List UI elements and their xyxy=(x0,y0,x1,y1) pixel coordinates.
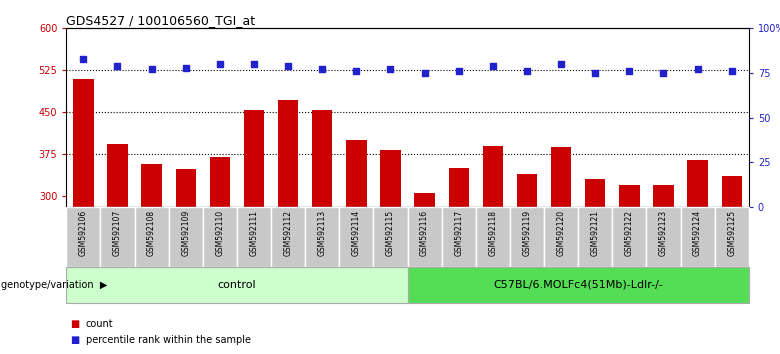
Point xyxy=(521,68,534,74)
Bar xyxy=(210,158,230,354)
Bar xyxy=(516,173,537,354)
Text: GSM592110: GSM592110 xyxy=(215,210,225,256)
Text: GSM592112: GSM592112 xyxy=(284,210,292,256)
Bar xyxy=(374,207,407,267)
Text: GSM592119: GSM592119 xyxy=(523,210,531,256)
Text: GSM592113: GSM592113 xyxy=(317,210,327,256)
Bar xyxy=(66,267,407,303)
Text: GSM592121: GSM592121 xyxy=(590,210,600,256)
Text: GSM592123: GSM592123 xyxy=(659,210,668,256)
Bar xyxy=(346,140,367,354)
Bar xyxy=(654,185,674,354)
Point xyxy=(179,65,192,70)
Bar xyxy=(271,207,305,267)
Bar xyxy=(203,207,237,267)
Text: percentile rank within the sample: percentile rank within the sample xyxy=(86,335,251,345)
Bar xyxy=(101,207,135,267)
Text: GSM592115: GSM592115 xyxy=(386,210,395,256)
Text: GSM592106: GSM592106 xyxy=(79,210,88,256)
Bar xyxy=(722,176,742,354)
Point xyxy=(77,56,90,62)
Point xyxy=(282,63,294,69)
Text: genotype/variation  ▶: genotype/variation ▶ xyxy=(1,280,107,290)
Bar xyxy=(585,179,605,354)
Text: count: count xyxy=(86,319,113,329)
Bar xyxy=(483,145,503,354)
Point xyxy=(145,67,158,72)
Text: control: control xyxy=(218,280,257,290)
Bar xyxy=(476,207,510,267)
Bar xyxy=(544,207,578,267)
Bar xyxy=(407,267,749,303)
Bar xyxy=(578,207,612,267)
Bar xyxy=(73,79,94,354)
Bar xyxy=(176,169,196,354)
Bar xyxy=(448,168,469,354)
Bar xyxy=(108,144,128,354)
Bar xyxy=(687,160,708,354)
Bar xyxy=(381,149,401,354)
Text: GSM592124: GSM592124 xyxy=(693,210,702,256)
Point xyxy=(555,61,567,67)
Point xyxy=(214,61,226,67)
Point xyxy=(725,68,738,74)
Bar xyxy=(305,207,339,267)
Bar xyxy=(612,207,647,267)
Bar xyxy=(441,207,476,267)
Bar xyxy=(66,207,101,267)
Point xyxy=(589,70,601,76)
Point xyxy=(112,63,124,69)
Text: GSM592116: GSM592116 xyxy=(420,210,429,256)
Text: GSM592122: GSM592122 xyxy=(625,210,634,256)
Text: GSM592108: GSM592108 xyxy=(147,210,156,256)
Point xyxy=(691,67,704,72)
Point xyxy=(658,70,670,76)
Text: ■: ■ xyxy=(70,335,80,345)
Text: GSM592107: GSM592107 xyxy=(113,210,122,256)
Text: C57BL/6.MOLFc4(51Mb)-Ldlr-/-: C57BL/6.MOLFc4(51Mb)-Ldlr-/- xyxy=(493,280,663,290)
Text: GSM592111: GSM592111 xyxy=(250,210,258,256)
Text: GSM592117: GSM592117 xyxy=(454,210,463,256)
Bar xyxy=(647,207,680,267)
Point xyxy=(248,61,261,67)
Bar xyxy=(168,207,203,267)
Bar xyxy=(135,207,168,267)
Point xyxy=(316,67,328,72)
Point xyxy=(623,68,636,74)
Text: GDS4527 / 100106560_TGI_at: GDS4527 / 100106560_TGI_at xyxy=(66,14,255,27)
Bar xyxy=(339,207,374,267)
Text: ■: ■ xyxy=(70,319,80,329)
Bar xyxy=(407,207,441,267)
Text: GSM592120: GSM592120 xyxy=(557,210,566,256)
Text: GSM592118: GSM592118 xyxy=(488,210,498,256)
Point xyxy=(385,67,397,72)
Text: GSM592109: GSM592109 xyxy=(181,210,190,256)
Point xyxy=(452,68,465,74)
Bar xyxy=(278,100,298,354)
Bar xyxy=(312,110,332,354)
Bar xyxy=(680,207,714,267)
Point xyxy=(487,63,499,69)
Bar xyxy=(714,207,749,267)
Text: GSM592125: GSM592125 xyxy=(727,210,736,256)
Bar xyxy=(551,147,571,354)
Bar xyxy=(141,164,162,354)
Bar xyxy=(244,110,264,354)
Point xyxy=(350,68,363,74)
Bar xyxy=(510,207,544,267)
Bar xyxy=(414,193,435,354)
Bar xyxy=(237,207,271,267)
Text: GSM592114: GSM592114 xyxy=(352,210,361,256)
Bar xyxy=(619,185,640,354)
Point xyxy=(418,70,431,76)
